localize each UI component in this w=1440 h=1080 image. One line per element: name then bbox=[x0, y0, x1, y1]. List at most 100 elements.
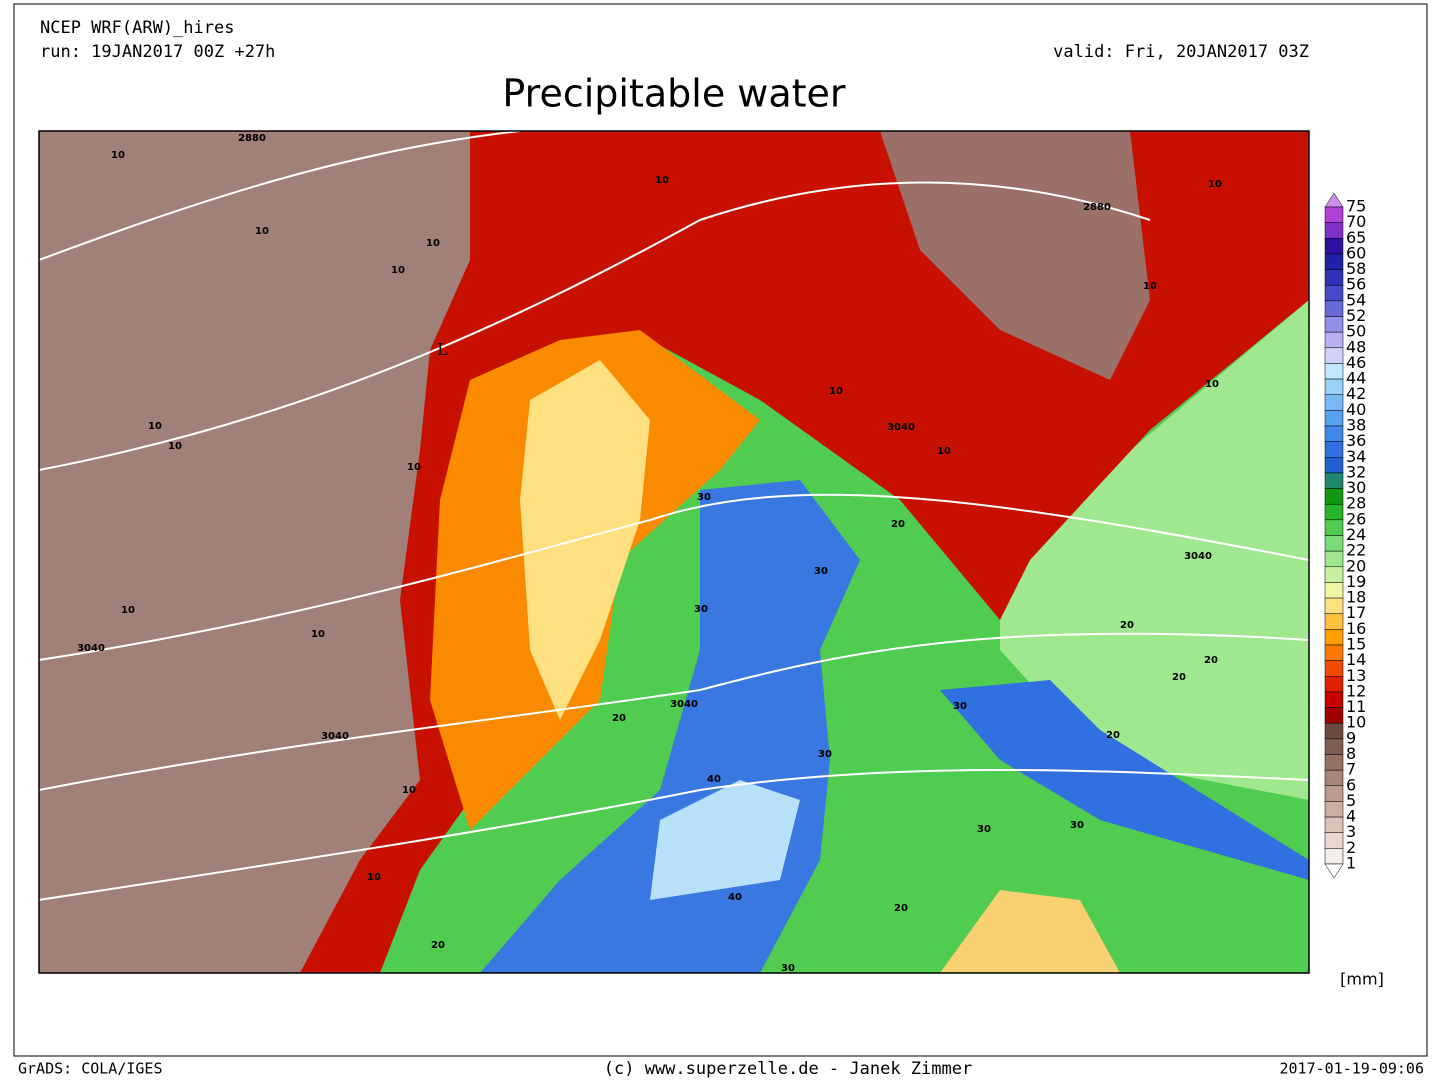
contour-label: 20 bbox=[1106, 730, 1120, 741]
colorbar-label: 70 bbox=[1346, 212, 1366, 231]
colorbar-swatch bbox=[1324, 394, 1344, 411]
colorbar-swatch bbox=[1324, 441, 1344, 458]
colorbar-swatch bbox=[1324, 676, 1344, 693]
colorbar-swatch bbox=[1324, 363, 1344, 380]
contour-label: 30 bbox=[781, 963, 795, 974]
colorbar-swatch bbox=[1324, 222, 1344, 239]
footer-right: 2017-01-19-09:06 bbox=[1280, 1060, 1425, 1078]
footer-center: (c) www.superzelle.de - Janek Zimmer bbox=[604, 1059, 972, 1079]
colorbar-swatch bbox=[1324, 284, 1344, 302]
contour-label: 3040 bbox=[77, 643, 105, 654]
colorbar-swatch bbox=[1324, 832, 1344, 849]
contour-label: 2880 bbox=[1083, 202, 1111, 213]
contour-label: 30 bbox=[818, 749, 832, 760]
contour-line bbox=[39, 493, 1309, 661]
colorbar-label: 11 bbox=[1346, 697, 1366, 716]
colorbar-swatch bbox=[1324, 425, 1344, 442]
contour-label: 10 bbox=[121, 605, 135, 616]
contour-label: 30 bbox=[1070, 820, 1084, 831]
contour-labels: 288010101010L101010304010103040101030303… bbox=[77, 133, 1222, 974]
colorbar-label: 22 bbox=[1346, 541, 1366, 560]
colorbar-swatch bbox=[1324, 660, 1344, 677]
colorbar-swatch bbox=[1324, 378, 1344, 395]
contour-label: 10 bbox=[402, 785, 416, 796]
colorbar-label: 16 bbox=[1346, 619, 1366, 638]
colorbar-swatch bbox=[1324, 848, 1344, 865]
colorbar-label: 42 bbox=[1346, 384, 1366, 403]
colorbar-swatch bbox=[1324, 206, 1344, 223]
colorbar-label: 65 bbox=[1346, 228, 1366, 247]
map-title: Precipitable water bbox=[502, 72, 846, 116]
colorbar-swatch bbox=[1324, 629, 1344, 646]
colorbar-label: 7 bbox=[1346, 760, 1356, 779]
map: 288010101010L101010304010103040101030303… bbox=[39, 131, 1309, 974]
colorbar-swatch bbox=[1324, 644, 1344, 661]
colorbar-label: 54 bbox=[1346, 290, 1366, 309]
colorbar-label: 52 bbox=[1346, 306, 1366, 325]
colorbar: 7570656058565452504846444240383634323028… bbox=[1324, 192, 1366, 879]
colorbar-label: 56 bbox=[1346, 275, 1366, 294]
colorbar-label: 48 bbox=[1346, 337, 1366, 356]
colorbar-label: 75 bbox=[1346, 197, 1366, 216]
colorbar-label: 17 bbox=[1346, 603, 1366, 622]
colorbar-unit: [mm] bbox=[1340, 970, 1384, 989]
colorbar-label: 10 bbox=[1346, 713, 1366, 732]
colorbar-label: 44 bbox=[1346, 369, 1366, 388]
colorbar-swatch bbox=[1324, 754, 1344, 771]
field-area bbox=[940, 680, 1309, 880]
colorbar-label: 36 bbox=[1346, 431, 1366, 450]
colorbar-swatch bbox=[1324, 488, 1344, 505]
contour-label: 40 bbox=[728, 892, 742, 903]
colorbar-swatch bbox=[1324, 238, 1344, 255]
contour-label: 10 bbox=[655, 175, 669, 186]
contour-line bbox=[39, 632, 1309, 791]
footer-left: GrADS: COLA/IGES bbox=[18, 1060, 163, 1078]
contour-label: 10 bbox=[1208, 179, 1222, 190]
colorbar-label: 30 bbox=[1346, 478, 1366, 497]
colorbar-end bbox=[1324, 863, 1344, 879]
colorbar-swatch bbox=[1324, 269, 1344, 286]
contour-label: 30 bbox=[694, 604, 708, 615]
colorbar-label: 32 bbox=[1346, 462, 1366, 481]
contour-label: 40 bbox=[707, 774, 721, 785]
contour-label: L bbox=[438, 339, 449, 359]
colorbar-label: 19 bbox=[1346, 572, 1366, 591]
colorbar-swatch bbox=[1324, 347, 1344, 364]
run-info: run: 19JAN2017 00Z +27h bbox=[40, 42, 275, 62]
colorbar-swatch bbox=[1324, 253, 1344, 270]
colorbar-label: 2 bbox=[1346, 838, 1356, 857]
colorbar-swatch bbox=[1324, 691, 1344, 708]
contours bbox=[39, 131, 1309, 901]
map-border bbox=[38, 130, 1310, 974]
contour-label: 10 bbox=[829, 386, 843, 397]
colorbar-label: 46 bbox=[1346, 353, 1366, 372]
contour-label: 2880 bbox=[238, 133, 266, 144]
valid-time: valid: Fri, 20JAN2017 03Z bbox=[1053, 42, 1309, 62]
contour-label: 10 bbox=[111, 150, 125, 161]
colorbar-label: 9 bbox=[1346, 728, 1356, 747]
colorbar-swatch bbox=[1324, 613, 1344, 630]
colorbar-swatch bbox=[1324, 801, 1344, 818]
contour-line bbox=[39, 131, 521, 261]
field-area bbox=[520, 360, 650, 720]
colorbar-label: 60 bbox=[1346, 243, 1366, 262]
colorbar-swatch bbox=[1324, 331, 1344, 349]
field-area bbox=[39, 131, 470, 973]
colorbar-label: 5 bbox=[1346, 791, 1356, 810]
contour-label: 30 bbox=[953, 701, 967, 712]
colorbar-label: 18 bbox=[1346, 588, 1366, 607]
colorbar-swatch bbox=[1324, 707, 1344, 724]
colorbar-swatch bbox=[1324, 519, 1344, 536]
colorbar-label: 40 bbox=[1346, 400, 1366, 419]
field-area bbox=[940, 890, 1120, 973]
field-area bbox=[650, 780, 800, 900]
contour-line bbox=[39, 769, 1309, 901]
colorbar-label: 14 bbox=[1346, 650, 1366, 669]
model-name: NCEP WRF(ARW)_hires bbox=[40, 18, 234, 38]
colorbar-label: 12 bbox=[1346, 681, 1366, 700]
contour-label: 20 bbox=[1120, 620, 1134, 631]
colorbar-swatch bbox=[1324, 769, 1344, 787]
colorbar-swatch bbox=[1324, 597, 1344, 614]
field-area bbox=[880, 131, 1150, 380]
colorbar-swatch bbox=[1324, 722, 1344, 740]
